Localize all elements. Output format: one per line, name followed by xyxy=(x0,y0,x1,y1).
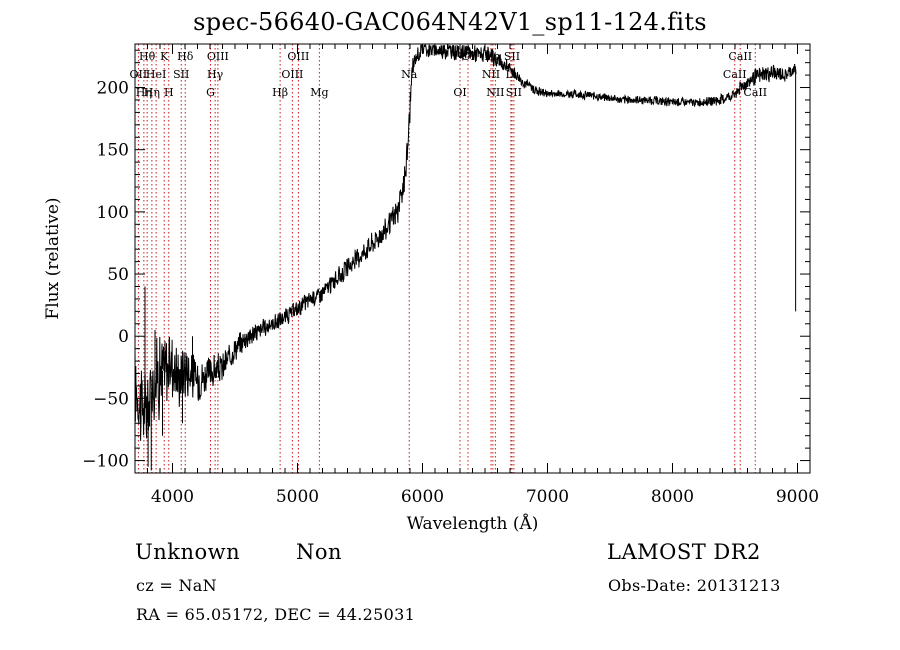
spectrum-series xyxy=(134,43,797,471)
x-tick-label: 7000 xyxy=(526,487,569,507)
line-label: Hγ xyxy=(207,68,224,81)
line-label: Hθ xyxy=(139,50,156,63)
line-label: OIII xyxy=(281,68,303,81)
y-tick-label: 150 xyxy=(97,141,129,161)
x-tick-label: 8000 xyxy=(651,487,694,507)
line-label: CaII xyxy=(723,68,747,81)
spectrum-line xyxy=(134,43,797,441)
line-label: CaII xyxy=(743,86,767,99)
line-label: Hα xyxy=(484,50,502,63)
line-label: OI xyxy=(461,50,474,63)
plot-axes: 4000 5000 6000 7000 8000 9000 −100 −50 0 50 100 150… xyxy=(43,43,819,534)
x-tick-label: 5000 xyxy=(276,487,319,507)
spectral-line-labels: OII Hη Hθ Hη HeI K H SII Hδ G Hγ OIII Hβ OIII OIII Mg Na… xyxy=(130,50,768,99)
y-tick-label: −100 xyxy=(82,452,129,472)
class-label: Unknown xyxy=(135,540,241,564)
line-label: SII xyxy=(504,50,520,63)
obs-date-label: Obs-Date: 20131213 xyxy=(608,576,781,595)
line-label: Na xyxy=(401,68,418,81)
line-label: NII xyxy=(482,68,500,81)
line-label: OIII xyxy=(207,50,229,63)
line-label: Li xyxy=(505,68,516,81)
line-label: Hη xyxy=(136,86,152,99)
x-axis-label: Wavelength (Å) xyxy=(407,513,539,534)
line-label: OII xyxy=(130,68,148,81)
redshift-label: cz = NaN xyxy=(136,576,217,595)
line-label: Hδ xyxy=(177,50,194,63)
line-label: G xyxy=(206,86,215,99)
line-label: OI xyxy=(453,86,466,99)
y-axis-label: Flux (relative) xyxy=(43,197,63,319)
y-tick-label: 100 xyxy=(97,203,129,223)
y-tick-label: 200 xyxy=(97,79,129,99)
line-label: Hη xyxy=(144,86,160,99)
x-tick-label: 9000 xyxy=(776,487,819,507)
line-label: Mg xyxy=(310,86,328,99)
x-tick-label: 4000 xyxy=(151,487,194,507)
spectral-line-markers xyxy=(137,44,756,473)
survey-label: LAMOST DR2 xyxy=(607,540,761,564)
line-label: Hβ xyxy=(272,86,288,99)
line-label: SII xyxy=(173,68,189,81)
chart-title: spec-56640-GAC064N42V1_sp11-124.fits xyxy=(193,8,707,36)
y-tick-label: 50 xyxy=(107,265,129,285)
plot-frame xyxy=(134,43,811,474)
line-label: CaII xyxy=(728,50,752,63)
line-label: NII xyxy=(486,86,504,99)
subclass-label: Non xyxy=(296,540,343,564)
line-label: HeI xyxy=(146,68,166,81)
line-label: K xyxy=(160,50,169,63)
line-label: H xyxy=(164,86,174,99)
line-label: SII xyxy=(506,86,522,99)
coords-label: RA = 65.05172, DEC = 44.25031 xyxy=(136,605,416,624)
y-tick-label: 0 xyxy=(118,327,129,347)
x-tick-label: 6000 xyxy=(401,487,444,507)
y-tick-label: −50 xyxy=(93,389,129,409)
line-label: OIII xyxy=(287,50,309,63)
